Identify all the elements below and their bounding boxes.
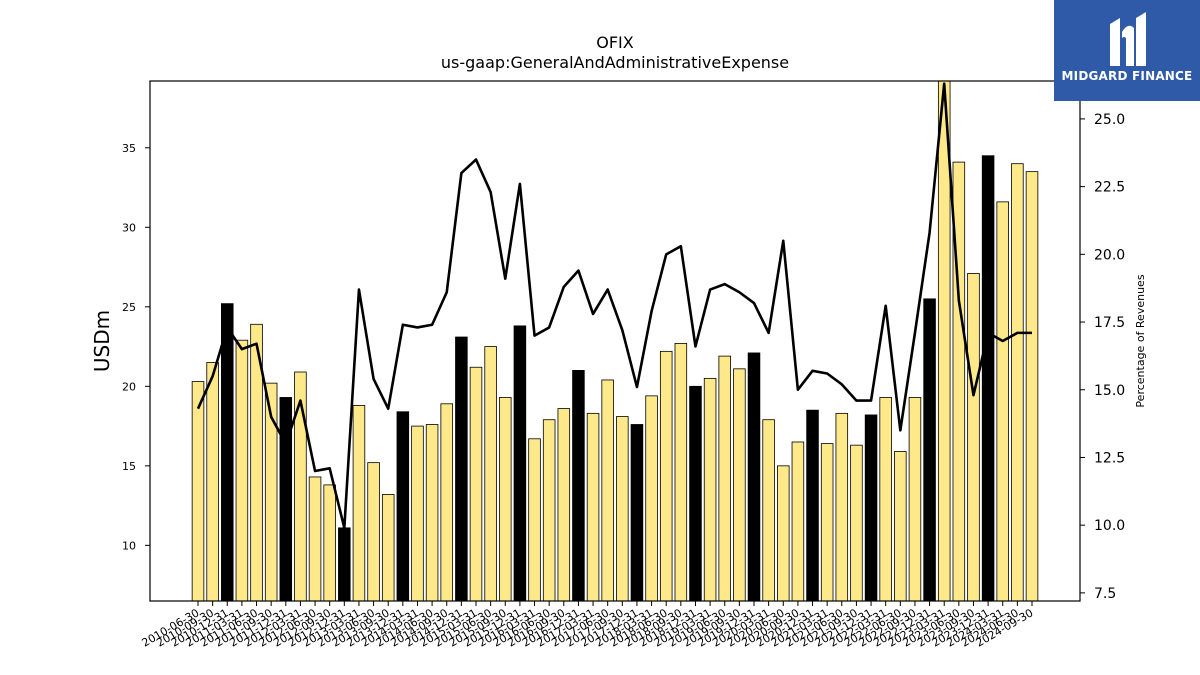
bar-2021-09-30	[850, 444, 863, 602]
y-tick-label: 10	[122, 539, 136, 552]
logo-mark-icon	[1110, 12, 1146, 66]
bar-2022-09-30	[908, 397, 922, 602]
bar-2013-06-30	[367, 462, 380, 602]
y-axis-left: 10 15 20 25 30 35	[122, 142, 150, 552]
bar-2022-12-31	[923, 298, 936, 602]
y2-tick-label: 17.5	[1094, 315, 1125, 331]
bar-2010-12-31	[221, 303, 234, 602]
bar-2019-06-30	[718, 355, 731, 602]
y-tick-label: 25	[122, 301, 136, 314]
bar-2010-09-30	[206, 362, 219, 602]
bar-2011-03-31	[235, 339, 249, 602]
bar-2015-06-30	[484, 346, 497, 602]
x-axis: 2010-06-302010-09-302010-12-312011-03-31…	[140, 601, 1036, 650]
bar-2019-12-31	[747, 352, 761, 602]
bar-2010-06-30	[191, 381, 205, 602]
bar-2014-06-30	[425, 424, 439, 602]
bar-2017-06-30	[601, 379, 614, 602]
bar-2024-03-31	[996, 201, 1009, 602]
bar-2023-12-31	[981, 155, 995, 602]
bar-2019-03-31	[703, 377, 717, 602]
bar-2015-12-31	[513, 325, 527, 602]
bar-2014-12-31	[455, 336, 468, 602]
y2-tick-label: 12.5	[1094, 450, 1125, 466]
bar-2014-09-30	[440, 403, 453, 602]
bar-2014-03-31	[411, 425, 424, 602]
midgard-finance-logo: MIDGARD FINANCE	[1054, 0, 1200, 101]
y2-tick-label: 10.0	[1094, 518, 1125, 534]
bar-2023-09-30	[967, 273, 980, 602]
bar-2012-09-30	[323, 484, 336, 602]
y2-tick-label: 15.0	[1094, 383, 1125, 399]
bar-2012-12-31	[338, 527, 351, 602]
bar-2017-09-30	[616, 416, 629, 602]
y2-tick-label: 22.5	[1094, 180, 1125, 196]
bar-2020-06-30	[777, 465, 790, 602]
bar-2016-09-30	[557, 408, 571, 602]
chart-subtitle: us-gaap:GeneralAndAdministrativeExpense	[441, 53, 789, 72]
y2-tick-label: 25.0	[1094, 112, 1125, 128]
y-tick-label: 35	[122, 142, 136, 155]
y-tick-label: 30	[122, 221, 136, 234]
bar-2018-03-31	[645, 395, 658, 602]
bar-2021-06-30	[835, 412, 849, 602]
bar-2016-03-31	[528, 438, 541, 602]
y-tick-label: 20	[122, 380, 136, 393]
bar-2020-12-31	[806, 409, 819, 602]
bar-2018-09-30	[674, 342, 688, 602]
bar-2016-06-30	[542, 419, 556, 602]
percentage-line	[196, 82, 1032, 530]
bar-2018-12-31	[689, 385, 702, 602]
y-axis-label: USDm	[90, 310, 114, 372]
bar-2021-12-31	[864, 414, 878, 602]
bar-2017-12-31	[630, 424, 644, 602]
bar-2020-03-31	[762, 419, 775, 602]
bar-2018-06-30	[659, 350, 673, 602]
bar-2024-09-30	[1025, 171, 1039, 602]
bar-2021-03-31	[820, 443, 834, 602]
bar-2019-09-30	[733, 368, 746, 602]
bar-series	[191, 80, 1039, 602]
bar-2020-09-30	[791, 441, 805, 602]
bar-2015-09-30	[499, 397, 512, 602]
line-series	[196, 82, 1032, 530]
bar-2013-03-31	[352, 404, 366, 602]
y-tick-label: 15	[122, 460, 136, 473]
y2-tick-label: 20.0	[1094, 247, 1125, 263]
y2-axis-label: Percentage of Revenues	[1134, 274, 1147, 407]
logo-text: MIDGARD FINANCE	[1061, 69, 1193, 83]
chart-title: OFIX	[596, 33, 634, 52]
y-axis-right: 7.5 10.0 12.5 15.0 17.5 20.0 22.5 25.0	[1080, 112, 1125, 602]
bar-2016-12-31	[572, 370, 585, 602]
bar-2022-06-30	[894, 451, 907, 602]
bar-2012-06-30	[308, 476, 322, 602]
bar-2013-12-31	[396, 411, 410, 602]
bar-2015-03-31	[469, 366, 483, 602]
bar-2017-03-31	[586, 412, 600, 602]
bar-2013-09-30	[381, 494, 395, 602]
plot-frame	[149, 80, 1081, 602]
bar-2022-03-31	[879, 397, 892, 602]
bar-2024-06-30	[1011, 163, 1024, 602]
y2-tick-label: 7.5	[1094, 586, 1116, 602]
